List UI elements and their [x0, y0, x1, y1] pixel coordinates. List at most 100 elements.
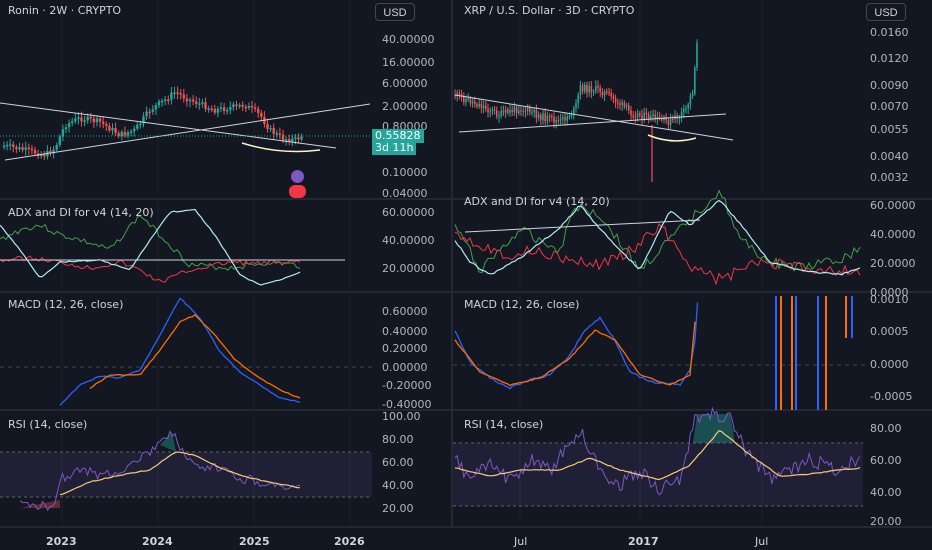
candle [185, 98, 189, 102]
candle [551, 115, 553, 118]
candle [30, 148, 34, 151]
candle [489, 111, 491, 113]
adx-threshold [464, 219, 701, 233]
left-macd-tick: 0.20000 [382, 342, 428, 355]
left-price-tick: 6.00000 [382, 77, 428, 90]
candle [579, 85, 582, 96]
candle [575, 103, 577, 108]
candle [288, 139, 291, 142]
candle [33, 149, 37, 154]
candle [145, 111, 148, 117]
macd-line [454, 302, 699, 390]
candle [522, 110, 524, 112]
candle [524, 110, 527, 112]
candle [564, 117, 566, 121]
left-price-tick: 40.00000 [382, 33, 435, 46]
candle [95, 118, 99, 123]
candle [92, 118, 96, 123]
lightning-icon[interactable] [291, 170, 304, 183]
candle [533, 110, 535, 112]
candle [482, 105, 485, 108]
left-price-tick: 16.00000 [382, 56, 435, 69]
candle [291, 138, 294, 142]
candle [2, 145, 6, 148]
left-rsi-title: RSI (14, close) [8, 418, 88, 431]
candle [463, 96, 465, 103]
candle [27, 147, 30, 149]
candle [55, 145, 58, 150]
right-currency-button[interactable]: USD [866, 3, 906, 21]
right-price-tick: 0.0120 [870, 52, 909, 65]
candle [639, 113, 641, 116]
right-rsi-tick: 80.00 [870, 422, 902, 435]
candle [634, 116, 637, 118]
trendline [4, 103, 371, 161]
candle [58, 136, 61, 146]
candle [213, 108, 216, 113]
candle [535, 110, 538, 118]
earnings-icon[interactable] [289, 185, 306, 198]
candle [513, 106, 516, 113]
candle [52, 149, 55, 154]
candle [160, 100, 164, 103]
candle [559, 118, 562, 121]
candle [546, 115, 549, 122]
rsi-ma-line [454, 429, 861, 481]
candle [518, 110, 520, 114]
candle [471, 101, 474, 104]
trendline [454, 94, 734, 141]
candle [257, 108, 260, 113]
candle [555, 120, 557, 123]
right-price-tick: 0.0040 [870, 150, 909, 163]
candle [148, 111, 151, 114]
candle [232, 104, 235, 107]
candle [120, 131, 123, 137]
candle [496, 110, 498, 117]
right-x-tick: Jul [755, 535, 769, 548]
candle [614, 98, 617, 103]
left-adx-tick: 20.00000 [382, 262, 435, 275]
candle [683, 109, 685, 113]
candle [557, 120, 560, 122]
candle [540, 114, 542, 121]
support-arc [241, 142, 321, 153]
left-macd-tick: -0.20000 [382, 379, 432, 392]
candle [480, 103, 483, 108]
candle [297, 137, 300, 140]
candle [687, 104, 689, 109]
candle [117, 133, 120, 137]
candle [235, 104, 238, 106]
candle [83, 120, 86, 122]
left-price-tick: 2.00000 [382, 100, 428, 113]
candle [238, 104, 241, 107]
candle [617, 102, 619, 104]
candle [529, 107, 531, 113]
candle [665, 116, 667, 121]
macd-line [59, 297, 301, 406]
candle [542, 113, 544, 121]
candle [606, 91, 608, 93]
right-price-tick: 0.0032 [870, 171, 909, 184]
candle [241, 104, 244, 107]
candle [164, 99, 167, 101]
left-x-tick: 2026 [334, 535, 365, 548]
candle [581, 85, 584, 92]
candle [167, 99, 170, 101]
candle [570, 114, 573, 117]
candle [694, 67, 696, 94]
candle [678, 116, 681, 119]
candle [89, 116, 92, 119]
left-rsi-tick: 60.00 [382, 456, 414, 469]
candle [269, 127, 272, 130]
left-currency-button[interactable]: USD [375, 3, 415, 21]
candle [667, 120, 670, 126]
left-macd-tick: -0.40000 [382, 398, 432, 411]
left-rsi-tick: 40.00 [382, 479, 414, 492]
right-rsi-tick: 40.00 [870, 486, 902, 499]
right-macd-tick: 0.0005 [870, 325, 909, 338]
signal-line [89, 314, 301, 399]
candle [133, 128, 136, 132]
rsi-line [19, 430, 301, 511]
rsi-line [454, 406, 861, 496]
